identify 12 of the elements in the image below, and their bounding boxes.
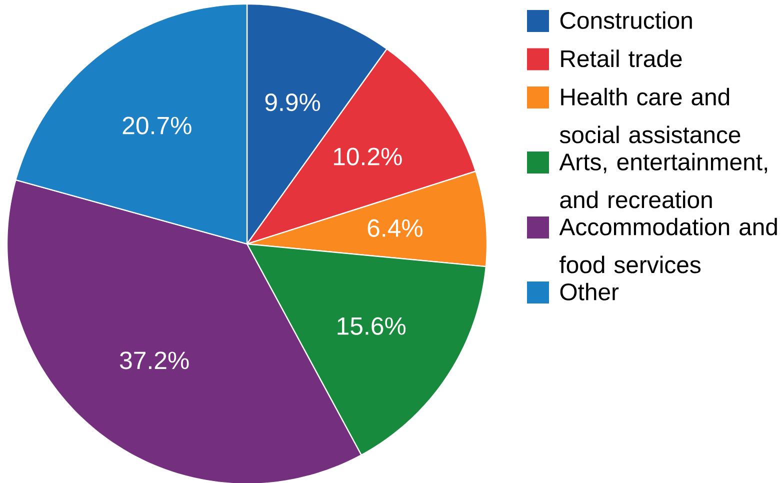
legend-label: Construction [560, 11, 692, 29]
legend-label: Arts, entertainment, and recreation [559, 152, 768, 208]
data-label: 6.4% [368, 219, 422, 237]
legend-label: Accommodation and food services [559, 218, 777, 274]
data-label: 9.9% [265, 94, 320, 112]
data-label: 37.2% [120, 352, 189, 370]
data-label: 10.2% [334, 148, 402, 166]
legend-label: Health care and social assistance [560, 88, 740, 144]
legend-label: Retail trade [561, 50, 682, 68]
legend-label: Other [560, 282, 619, 300]
data-label: 15.6% [338, 317, 406, 335]
data-label: 20.7% [122, 116, 192, 134]
